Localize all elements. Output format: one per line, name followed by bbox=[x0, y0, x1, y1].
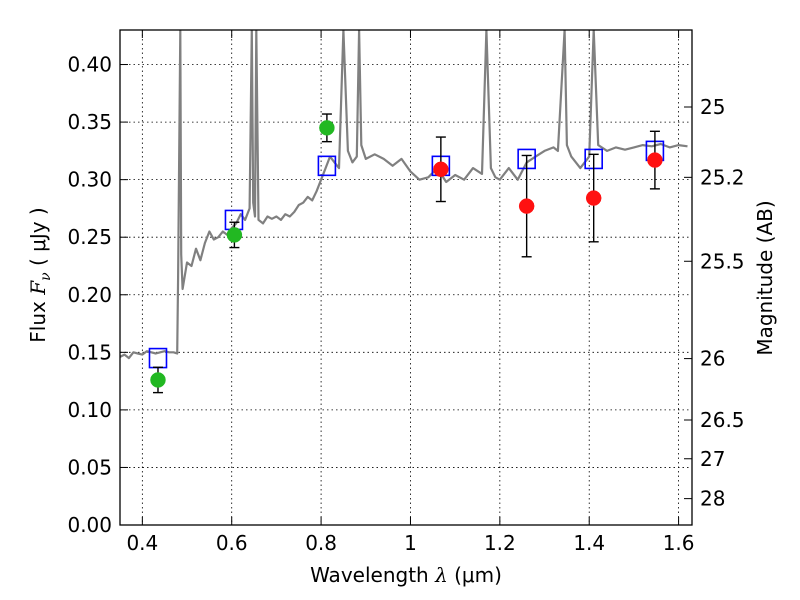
observed-point bbox=[319, 120, 335, 136]
x-tick-label: 0.4 bbox=[126, 531, 158, 555]
y-tick-label: 0.15 bbox=[67, 340, 112, 364]
series-group bbox=[120, 30, 688, 394]
axis-ticks: 0.4 0.6 0.8 1 1.2 1.4 1.6 0.00 0.05 0.10 0.15 0.20 0… bbox=[67, 30, 745, 555]
y2-tick-label: 26 bbox=[700, 347, 725, 371]
y-tick-label: 0.00 bbox=[67, 513, 112, 537]
x-tick-label: 1.4 bbox=[573, 531, 605, 555]
y-axis-label: Flux Fν ( μJy ) bbox=[26, 207, 54, 342]
observed-point bbox=[647, 152, 663, 168]
x-tick-label: 1.6 bbox=[663, 531, 695, 555]
grid-lines bbox=[120, 30, 692, 526]
x-tick-label: 1 bbox=[404, 531, 417, 555]
series-layer bbox=[120, 30, 688, 394]
y2-tick-label: 25 bbox=[700, 95, 725, 119]
x-tick-label: 1.2 bbox=[484, 531, 516, 555]
y2-tick-label: 25.5 bbox=[700, 249, 745, 273]
observed-point bbox=[226, 227, 243, 243]
observed-point bbox=[150, 372, 166, 388]
y2-axis-label: Magnitude (AB) bbox=[753, 200, 777, 355]
y-tick-label: 0.10 bbox=[67, 398, 112, 422]
observed-point bbox=[433, 161, 449, 178]
observed-point bbox=[518, 198, 535, 214]
y2-tick-label: 25.2 bbox=[700, 165, 745, 189]
y-tick-label: 0.40 bbox=[67, 53, 112, 77]
y-tick-label: 0.30 bbox=[67, 168, 112, 192]
y2-tick-label: 27 bbox=[700, 447, 725, 471]
model-photometry-square bbox=[317, 155, 337, 177]
y2-tick-label: 28 bbox=[700, 487, 725, 511]
x-axis-label: Wavelength λ (μm) bbox=[310, 563, 502, 587]
y-tick-label: 0.05 bbox=[67, 455, 112, 479]
x-tick-label: 0.6 bbox=[216, 531, 248, 555]
y2-tick-label: 26.5 bbox=[700, 408, 745, 432]
spectrum-line bbox=[120, 30, 688, 360]
observed-point bbox=[585, 190, 602, 206]
y-tick-label: 0.35 bbox=[67, 110, 112, 134]
y-tick-label: 0.25 bbox=[67, 225, 112, 249]
plot-frame bbox=[119, 29, 693, 526]
x-tick-label: 0.8 bbox=[305, 531, 337, 555]
y-tick-label: 0.20 bbox=[67, 283, 112, 307]
